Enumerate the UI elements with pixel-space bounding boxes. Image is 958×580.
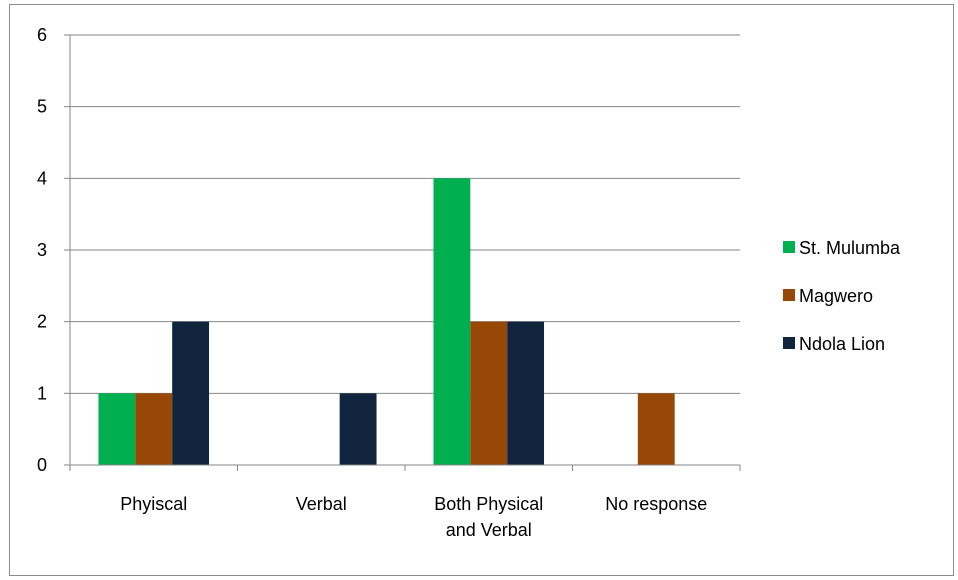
y-tick-label: 0 [37,455,47,475]
bar-ndola-lion-2 [507,321,545,465]
x-tick-label: No response [605,494,707,514]
bar-ndola-lion-0 [172,321,210,465]
y-tick-label: 1 [37,383,47,403]
bars [98,178,675,466]
x-tick-label-line: Verbal [296,494,347,514]
x-tick-labels: Phyiscal Verbal Both Physical and Verbal No … [120,494,707,540]
y-tick-label: 2 [37,312,47,332]
legend: St. Mulumba Magwero Ndola Lion [783,238,901,354]
y-tick-label: 6 [37,25,47,45]
bar-st-mulumba-2 [433,178,471,466]
x-tick-label: Verbal [296,494,347,514]
bar-ndola-lion-1 [339,393,377,465]
bar-magwero-3 [637,393,675,465]
y-tick-labels: 0 1 2 3 4 5 6 [37,25,47,475]
bar-st-mulumba-0 [98,393,136,465]
x-tick-label: Both Physical and Verbal [434,494,543,540]
x-tick-label-line: and Verbal [446,520,532,540]
bar-magwero-2 [470,321,508,465]
legend-label: Magwero [799,286,873,306]
x-tick-label-line: No response [605,494,707,514]
gridlines [70,34,740,394]
y-tick-label: 5 [37,97,47,117]
axes [64,34,741,471]
legend-swatch-2 [783,337,795,349]
legend-label: St. Mulumba [799,238,901,258]
y-tick-label: 4 [37,168,47,188]
y-tick-label: 3 [37,240,47,260]
chart-frame [9,4,954,576]
legend-label: Ndola Lion [799,334,885,354]
x-tick-label: Phyiscal [120,494,187,514]
x-tick-label-line: Both Physical [434,494,543,514]
x-tick-label-line: Phyiscal [120,494,187,514]
bar-magwero-0 [135,393,173,465]
legend-swatch-0 [783,241,795,253]
legend-swatch-1 [783,289,795,301]
